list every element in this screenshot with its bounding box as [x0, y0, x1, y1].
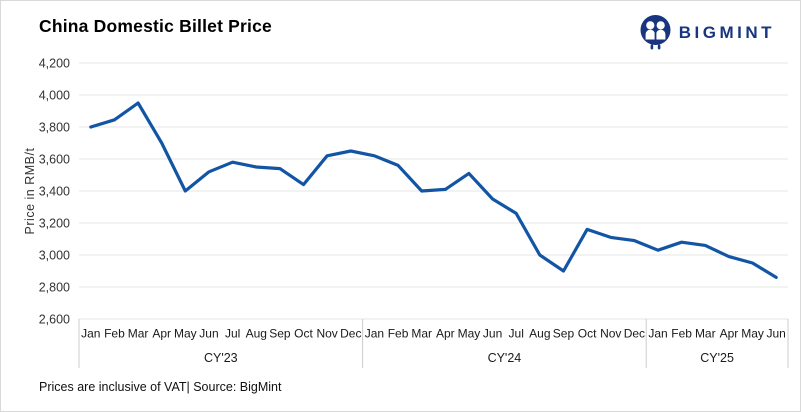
month-label: Jan — [648, 327, 667, 341]
year-label: CY'25 — [700, 351, 734, 365]
month-label: Jul — [225, 327, 240, 341]
month-label: Apr — [152, 327, 171, 341]
month-label: May — [174, 327, 197, 341]
y-axis-title: Price in RMB/t — [23, 148, 37, 235]
month-label: Aug — [529, 327, 550, 341]
month-label: Feb — [671, 327, 692, 341]
month-label: Jan — [365, 327, 384, 341]
month-label: Apr — [720, 327, 739, 341]
month-label: Jun — [767, 327, 786, 341]
month-label: Aug — [246, 327, 267, 341]
month-label: Sep — [269, 327, 291, 341]
month-label: May — [741, 327, 764, 341]
month-label: Apr — [436, 327, 455, 341]
month-label: Mar — [695, 327, 716, 341]
y-tick-label: 2,600 — [39, 313, 70, 327]
month-label: Jan — [81, 327, 100, 341]
y-tick-label: 3,800 — [39, 121, 70, 135]
bigmint-logo-text: BIGMINT — [678, 23, 775, 42]
month-label: Oct — [294, 327, 313, 341]
month-label: Nov — [600, 327, 621, 341]
y-tick-label: 3,600 — [39, 153, 70, 167]
y-tick-label: 3,400 — [39, 185, 70, 199]
month-label: Oct — [578, 327, 597, 341]
month-label: Jun — [199, 327, 218, 341]
month-label: Dec — [624, 327, 645, 341]
y-tick-label: 4,200 — [39, 57, 70, 71]
month-label: Feb — [388, 327, 409, 341]
footer-note: Prices are inclusive of VAT| Source: Big… — [39, 380, 282, 394]
bigmint-logo: BIGMINT — [640, 15, 775, 51]
y-tick-label: 2,800 — [39, 281, 70, 295]
month-label: Mar — [128, 327, 149, 341]
month-label: Nov — [316, 327, 337, 341]
month-label: Sep — [553, 327, 575, 341]
y-tick-label: 3,200 — [39, 217, 70, 231]
y-tick-label: 4,000 — [39, 89, 70, 103]
year-label: CY'24 — [488, 351, 522, 365]
bigmint-logo-icon — [640, 15, 671, 50]
month-label: Dec — [340, 327, 361, 341]
month-label: Jun — [483, 327, 502, 341]
month-label: Feb — [104, 327, 125, 341]
year-label: CY'23 — [204, 351, 238, 365]
month-label: Jul — [509, 327, 524, 341]
month-label: Mar — [411, 327, 432, 341]
month-label: May — [458, 327, 481, 341]
y-tick-label: 3,000 — [39, 249, 70, 263]
chart-title: China Domestic Billet Price — [39, 16, 272, 36]
price-line — [89, 101, 778, 279]
